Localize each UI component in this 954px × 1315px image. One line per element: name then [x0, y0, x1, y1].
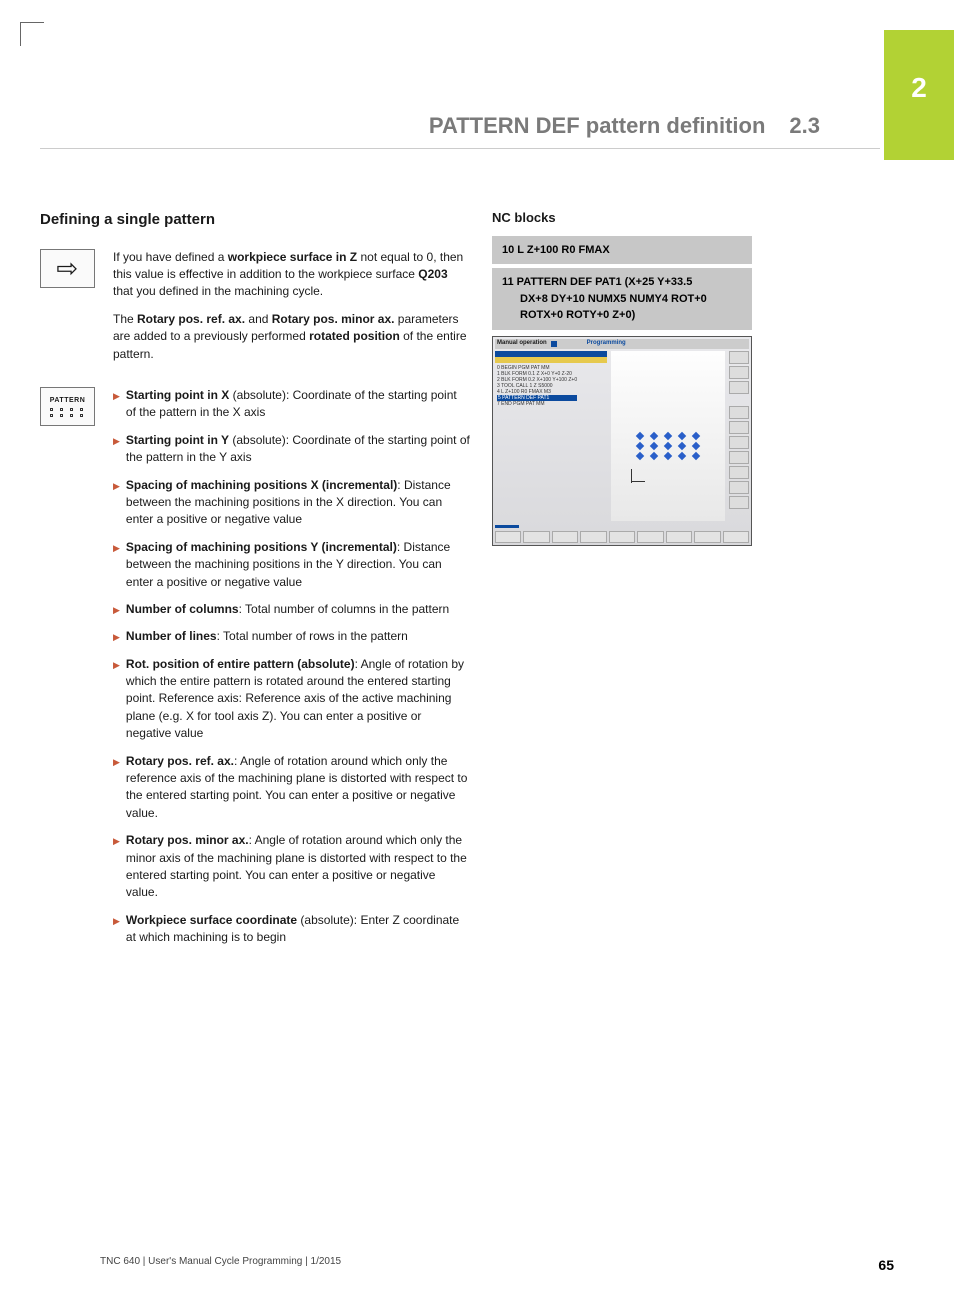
note-callout: ⇨ If you have defined a workpiece surfac…	[40, 249, 470, 373]
footer-text: TNC 640 | User's Manual Cycle Programmin…	[100, 1255, 341, 1275]
arrow-icon: ⇨	[40, 249, 95, 288]
pattern-icon-grid	[50, 408, 86, 417]
sim-pattern-dots	[637, 433, 703, 459]
left-column: Defining a single pattern ⇨ If you have …	[40, 209, 470, 971]
header-number: 2.3	[789, 110, 820, 142]
sim-bottom-bar	[495, 525, 749, 543]
crop-mark	[20, 22, 44, 46]
sim-mode-right: Programming	[587, 339, 626, 348]
sim-progress	[495, 525, 519, 528]
parameter-item: Workpiece surface coordinate (absolute):…	[113, 912, 470, 947]
pattern-params: PATTERN Starting point in X (absolute): …	[40, 387, 470, 957]
note-paragraph: If you have defined a workpiece surface …	[113, 249, 470, 301]
note-body: If you have defined a workpiece surface …	[113, 249, 470, 373]
parameter-item: Starting point in X (absolute): Coordina…	[113, 387, 470, 422]
parameter-item: Rotary pos. minor ax.: Angle of rotation…	[113, 832, 470, 902]
right-column: NC blocks 10 L Z+100 R0 FMAX 11 PATTERN …	[492, 209, 752, 971]
page-header: PATTERN DEF pattern definition 2.3	[40, 110, 880, 142]
sim-badge-icon	[551, 341, 557, 347]
param-body: Starting point in X (absolute): Coordina…	[113, 387, 470, 957]
nc-line: DX+8 DY+10 NUMX5 NUMY4 ROT+0	[502, 291, 742, 308]
nc-line: ROTX+0 ROTY+0 Z+0)	[502, 307, 742, 324]
page: PATTERN DEF pattern definition 2.3 Defin…	[40, 50, 880, 971]
nc-line: 11 PATTERN DEF PAT1 (X+25 Y+33.5	[502, 276, 692, 288]
parameter-item: Starting point in Y (absolute): Coordina…	[113, 432, 470, 467]
page-number: 65	[878, 1255, 894, 1275]
parameter-item: Rot. position of entire pattern (absolut…	[113, 656, 470, 743]
chapter-tab: 2	[884, 30, 954, 160]
page-footer: TNC 640 | User's Manual Cycle Programmin…	[100, 1255, 894, 1275]
sim-softkeys	[495, 531, 749, 543]
parameter-item: Rotary pos. ref. ax.: Angle of rotation …	[113, 753, 470, 823]
parameter-item: Spacing of machining positions Y (increm…	[113, 539, 470, 591]
nc-block-1: 10 L Z+100 R0 FMAX	[492, 236, 752, 265]
sim-right-toolbar	[729, 351, 749, 511]
sim-mode-left: Manual operation	[497, 339, 547, 348]
header-title: PATTERN DEF pattern definition	[429, 110, 766, 142]
nc-heading: NC blocks	[492, 209, 752, 228]
note-paragraph: The Rotary pos. ref. ax. and Rotary pos.…	[113, 311, 470, 363]
header-rule	[40, 148, 880, 149]
pattern-icon: PATTERN	[40, 387, 95, 426]
parameter-item: Number of columns: Total number of colum…	[113, 601, 470, 618]
parameter-item: Spacing of machining positions X (increm…	[113, 477, 470, 529]
sim-preview-panel	[611, 351, 725, 521]
pattern-icon-label: PATTERN	[50, 396, 86, 406]
sim-titlebar: Manual operation Programming	[495, 339, 749, 349]
sim-code-listing: 0 BEGIN PGM PAT MM1 BLK FORM 0.1 Z X+0 Y…	[497, 365, 577, 407]
sim-origin-icon	[631, 469, 645, 483]
section-heading: Defining a single pattern	[40, 209, 470, 231]
simulator-screenshot: Manual operation Programming 0 BEGIN PGM…	[492, 336, 752, 546]
content-columns: Defining a single pattern ⇨ If you have …	[40, 209, 880, 971]
parameter-list: Starting point in X (absolute): Coordina…	[113, 387, 470, 947]
parameter-item: Number of lines: Total number of rows in…	[113, 628, 470, 645]
sim-bar-yellow	[495, 357, 607, 363]
nc-block-2: 11 PATTERN DEF PAT1 (X+25 Y+33.5 DX+8 DY…	[492, 268, 752, 330]
